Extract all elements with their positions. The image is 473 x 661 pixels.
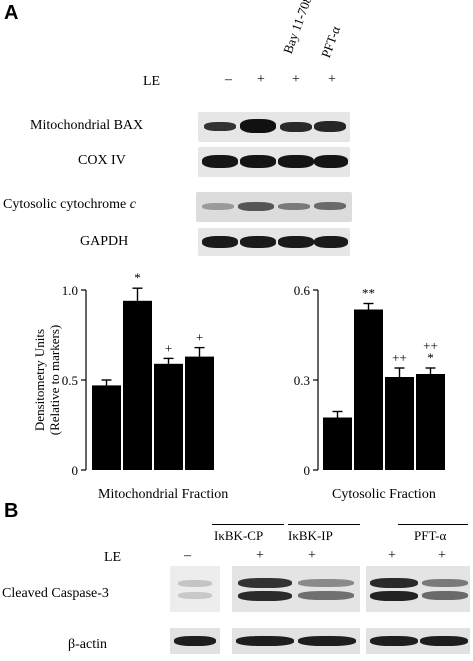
blot-label-cytc-italic: c	[129, 197, 136, 212]
blot-gapdh	[198, 228, 350, 256]
bar-charts: 00.51.0*++ 00.30.6 **++++* Densitometry U…	[32, 270, 445, 478]
y-axis-label-line: (Relative to markers)	[47, 325, 62, 435]
treatment-label-bay: Bay 11-7082	[279, 0, 317, 56]
band	[278, 155, 314, 168]
group-label-pft: PFT-α	[414, 528, 447, 543]
blot-caspase-lane1	[170, 566, 220, 612]
band	[238, 578, 292, 588]
band	[278, 236, 314, 248]
band	[298, 591, 354, 600]
le-sign-a-1: –	[225, 72, 232, 87]
significance-label: +	[196, 330, 203, 345]
bar	[416, 374, 445, 470]
y-axis-label-line: Densitometry Units	[32, 329, 47, 431]
band	[202, 236, 238, 248]
band	[238, 591, 292, 601]
le-sign-b-1: –	[184, 548, 191, 563]
group-line-pft	[398, 524, 468, 525]
y-tick-label: 0.5	[62, 373, 78, 388]
band	[298, 579, 354, 587]
panel-b-letter: B	[4, 500, 19, 522]
bar	[354, 309, 383, 470]
band	[174, 636, 216, 646]
significance-label: *	[427, 350, 434, 365]
band	[236, 636, 294, 646]
band	[298, 636, 356, 646]
band	[280, 122, 312, 132]
le-sign-b-5: +	[438, 548, 446, 563]
y-tick-label: 1.0	[62, 283, 78, 298]
band	[314, 121, 346, 132]
blot-caspase-lanes4-5	[366, 566, 470, 612]
band	[422, 579, 468, 587]
significance-label: ++	[423, 338, 438, 353]
band	[204, 122, 236, 131]
panel-a-letter: A	[4, 2, 19, 24]
blot-label-cytc-text: Cytosolic cytochrome	[3, 197, 127, 212]
bar	[92, 385, 121, 470]
blot-label-gapdh: GAPDH	[80, 234, 129, 249]
y-tick-label: 0	[72, 463, 79, 478]
blot-cox	[198, 147, 350, 177]
blot-label-bax: Mitochondrial BAX	[30, 118, 144, 133]
blot-actin-lane1	[170, 628, 220, 654]
band	[278, 203, 310, 210]
x-label-mitochondrial: Mitochondrial Fraction	[98, 487, 229, 502]
significance-label: **	[362, 286, 375, 301]
blot-label-cox: COX IV	[78, 153, 126, 168]
chart-mitochondrial: 0 0.5 1.0 * + +	[62, 270, 214, 478]
band	[314, 202, 346, 210]
blot-bax	[198, 112, 350, 142]
bar	[123, 300, 152, 470]
band	[202, 155, 238, 168]
bar	[323, 417, 352, 470]
bar	[185, 356, 214, 470]
le-sign-a-3: +	[292, 72, 300, 87]
band	[370, 591, 418, 601]
band	[420, 636, 468, 646]
blot-label-cytc: Cytosolic cytochrome c	[3, 197, 136, 213]
le-sign-b-3: +	[308, 548, 316, 563]
chart-cytosolic: 00.30.6 **++++*	[294, 283, 445, 478]
bar	[385, 377, 414, 470]
band	[314, 155, 348, 168]
le-sign-b-4: +	[388, 548, 396, 563]
blot-caspase-lanes2-3	[232, 566, 360, 612]
y-axis-label: Densitometry Units(Relative to markers)	[32, 325, 62, 435]
treatment-label-pft: PFT-α	[317, 24, 344, 60]
band	[240, 155, 276, 168]
le-label-a: LE	[143, 74, 161, 89]
band	[314, 236, 348, 248]
le-label-b: LE	[104, 550, 122, 565]
x-label-cytosolic: Cytosolic Fraction	[332, 487, 436, 502]
band	[202, 203, 234, 210]
band	[422, 591, 468, 600]
blot-label-caspase: Cleaved Caspase-3	[2, 586, 109, 601]
bar	[154, 363, 183, 470]
le-sign-a-4: +	[328, 72, 336, 87]
group-label-ip: IκBK-IP	[288, 528, 333, 543]
band	[238, 202, 274, 211]
significance-label: ++	[392, 350, 407, 365]
significance-label: +	[165, 340, 172, 355]
le-sign-b-2: +	[256, 548, 264, 563]
band	[178, 580, 212, 587]
band	[240, 236, 276, 248]
blot-actin-lanes4-5	[366, 628, 470, 654]
blot-cytc	[196, 192, 352, 222]
band	[178, 592, 212, 599]
band	[240, 119, 276, 133]
group-label-cp: IκBK-CP	[214, 528, 264, 543]
le-sign-a-2: +	[257, 72, 265, 87]
y-tick-label: 0.6	[294, 283, 311, 298]
y-tick-label: 0.3	[294, 373, 310, 388]
band	[370, 636, 418, 646]
y-tick-label: 0	[304, 463, 311, 478]
blot-label-actin: β-actin	[68, 637, 107, 652]
blot-actin-lanes2-3	[232, 628, 360, 654]
group-line-ip	[288, 524, 360, 525]
band	[370, 578, 418, 588]
significance-label: *	[134, 270, 141, 285]
group-line-cp	[212, 524, 284, 525]
